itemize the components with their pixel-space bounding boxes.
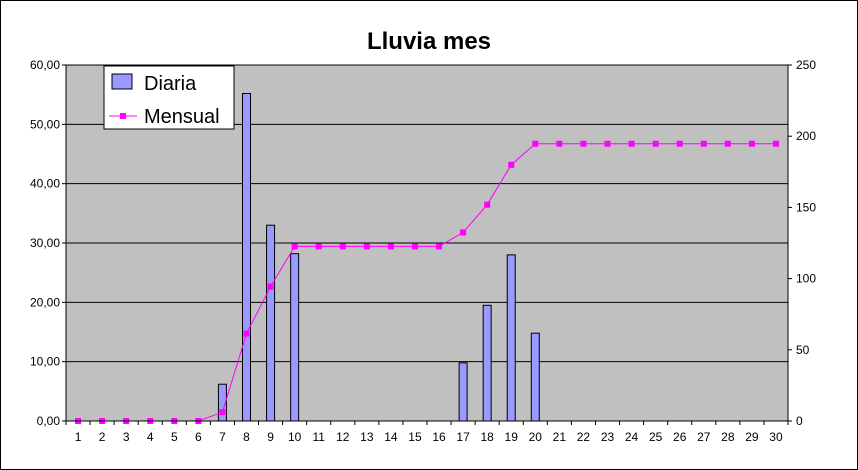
legend-diaria-swatch [111,73,133,90]
y-right-tick-label: 250 [796,58,816,72]
legend-mensual-label: Mensual [144,106,220,128]
mensual-point [652,140,659,147]
y-left-tick-label: 20,00 [30,295,60,309]
x-tick-label: 30 [769,430,783,444]
x-tick-label: 5 [171,430,178,444]
mensual-point [436,243,443,250]
x-tick-label: 6 [195,430,202,444]
y-left-tick-label: 0,00 [37,414,61,428]
x-tick-label: 1 [75,430,82,444]
x-tick-label: 23 [601,430,615,444]
x-tick-label: 28 [721,430,735,444]
y-right-tick-label: 150 [796,200,816,214]
x-tick-label: 15 [408,430,422,444]
mensual-point [315,243,322,250]
diaria-bar [482,304,492,422]
x-tick-label: 29 [745,430,759,444]
diaria-bar [506,254,516,422]
diaria-bar [242,92,251,422]
x-tick-label: 21 [553,430,567,444]
x-tick-label: 18 [480,430,494,444]
legend-mensual-marker [120,113,126,119]
y-left-tick-label: 40,00 [30,177,60,191]
x-tick-label: 7 [219,430,226,444]
x-tick-label: 12 [336,430,350,444]
mensual-point [411,243,418,250]
x-tick-label: 2 [99,430,106,444]
x-tick-label: 10 [288,430,302,444]
mensual-point [460,229,467,236]
x-tick-label: 20 [529,430,543,444]
mensual-point [748,140,755,147]
legend: Diaria Mensual [103,65,235,130]
y-left-tick-label: 10,00 [30,355,60,369]
mensual-point [243,330,250,337]
mensual-point [700,140,707,147]
x-tick-label: 16 [432,430,446,444]
mensual-point [267,283,274,290]
x-tick-label: 17 [456,430,470,444]
x-tick-label: 14 [384,430,398,444]
mensual-point [628,140,635,147]
y-right-tick-label: 50 [796,343,810,357]
y-right-tick-label: 100 [796,272,816,286]
legend-diaria-label: Diaria [144,73,197,95]
mensual-point [484,201,491,208]
x-tick-label: 22 [577,430,591,444]
mensual-point [676,140,683,147]
mensual-point [508,161,515,168]
mensual-point [532,140,539,147]
mensual-point [604,140,611,147]
x-tick-label: 26 [673,430,687,444]
mensual-point [219,409,226,416]
y-right-tick-label: 200 [796,129,816,143]
mensual-point [387,243,394,250]
y-left-tick-label: 30,00 [30,236,60,250]
mensual-point [724,140,731,147]
mensual-point [363,243,370,250]
diaria-bar [458,362,468,422]
diaria-bar [530,332,540,422]
chart-title: Lluvia mes [367,28,491,55]
x-tick-label: 13 [360,430,374,444]
x-tick-label: 9 [267,430,274,444]
x-tick-label: 19 [505,430,519,444]
axes: 0,00 10,00 20,00 30,00 40,00 50,00 60,00 0 50 100… [30,58,816,444]
x-tick-label: 8 [243,430,250,444]
y-right-tick-label: 0 [796,414,803,428]
x-tick-label: 11 [312,430,325,444]
mensual-point [556,140,563,147]
y-left-tick-label: 50,00 [30,117,60,131]
mensual-point [580,140,587,147]
y-left-tick-label: 60,00 [30,58,60,72]
diaria-bar [290,253,300,422]
diaria-bar [266,224,276,422]
mensual-point [339,243,346,250]
x-tick-label: 4 [147,430,154,444]
mensual-point [772,140,779,147]
mensual-point [291,243,298,250]
x-tick-label: 24 [625,430,639,444]
x-tick-label: 3 [123,430,130,444]
x-tick-label: 27 [697,430,711,444]
x-tick-label: 25 [649,430,663,444]
